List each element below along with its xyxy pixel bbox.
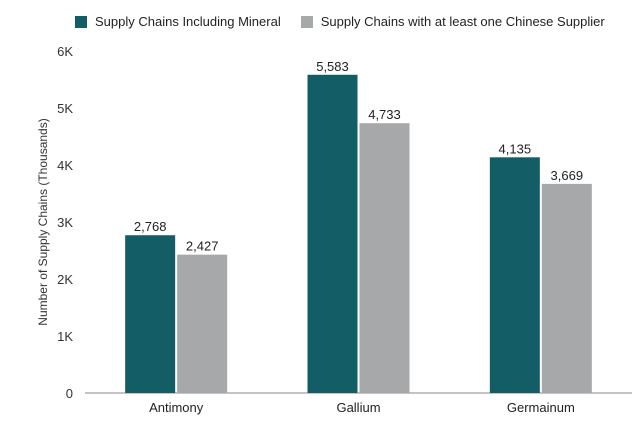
legend-swatch-series-2 bbox=[300, 15, 313, 28]
y-tick-label: 3K bbox=[57, 215, 73, 230]
bar-series-1-antimony bbox=[125, 235, 176, 393]
bar-value-label: 4,733 bbox=[368, 107, 401, 122]
bar-series-1-gallium bbox=[307, 74, 358, 394]
bar-value-label: 4,135 bbox=[499, 141, 532, 156]
legend-label-series-1: Supply Chains Including Mineral bbox=[95, 14, 281, 29]
chart-legend: Supply Chains Including Mineral Supply C… bbox=[75, 14, 625, 29]
bar-series-2-gallium bbox=[359, 123, 410, 394]
bar-value-label: 3,669 bbox=[551, 168, 584, 183]
legend-item-supply-chains-with-chinese-supplier: Supply Chains with at least one Chinese … bbox=[300, 14, 605, 29]
legend-item-supply-chains-including-mineral: Supply Chains Including Mineral bbox=[75, 14, 281, 29]
legend-swatch-series-1 bbox=[75, 15, 87, 28]
bar-value-label: 5,583 bbox=[316, 59, 349, 74]
y-tick-label: 1K bbox=[57, 329, 73, 344]
bar-series-2-germainum bbox=[541, 183, 592, 393]
y-axis-label: Number of Supply Chains (Thousands) bbox=[36, 118, 50, 325]
bar-series-2-antimony bbox=[177, 254, 228, 393]
y-tick-label: 0 bbox=[66, 386, 73, 401]
x-tick-label: Gallium bbox=[336, 400, 380, 415]
bar-series-1-germainum bbox=[489, 157, 540, 393]
legend-label-series-2: Supply Chains with at least one Chinese … bbox=[320, 14, 605, 29]
y-tick-label: 4K bbox=[57, 158, 73, 173]
y-tick-label: 5K bbox=[57, 101, 73, 116]
x-tick-label: Antimony bbox=[149, 400, 204, 415]
y-tick-label: 2K bbox=[57, 272, 73, 287]
bar-value-label: 2,768 bbox=[134, 219, 167, 234]
bar-value-label: 2,427 bbox=[186, 239, 219, 254]
y-tick-label: 6K bbox=[57, 44, 73, 59]
x-tick-label: Germainum bbox=[507, 400, 575, 415]
